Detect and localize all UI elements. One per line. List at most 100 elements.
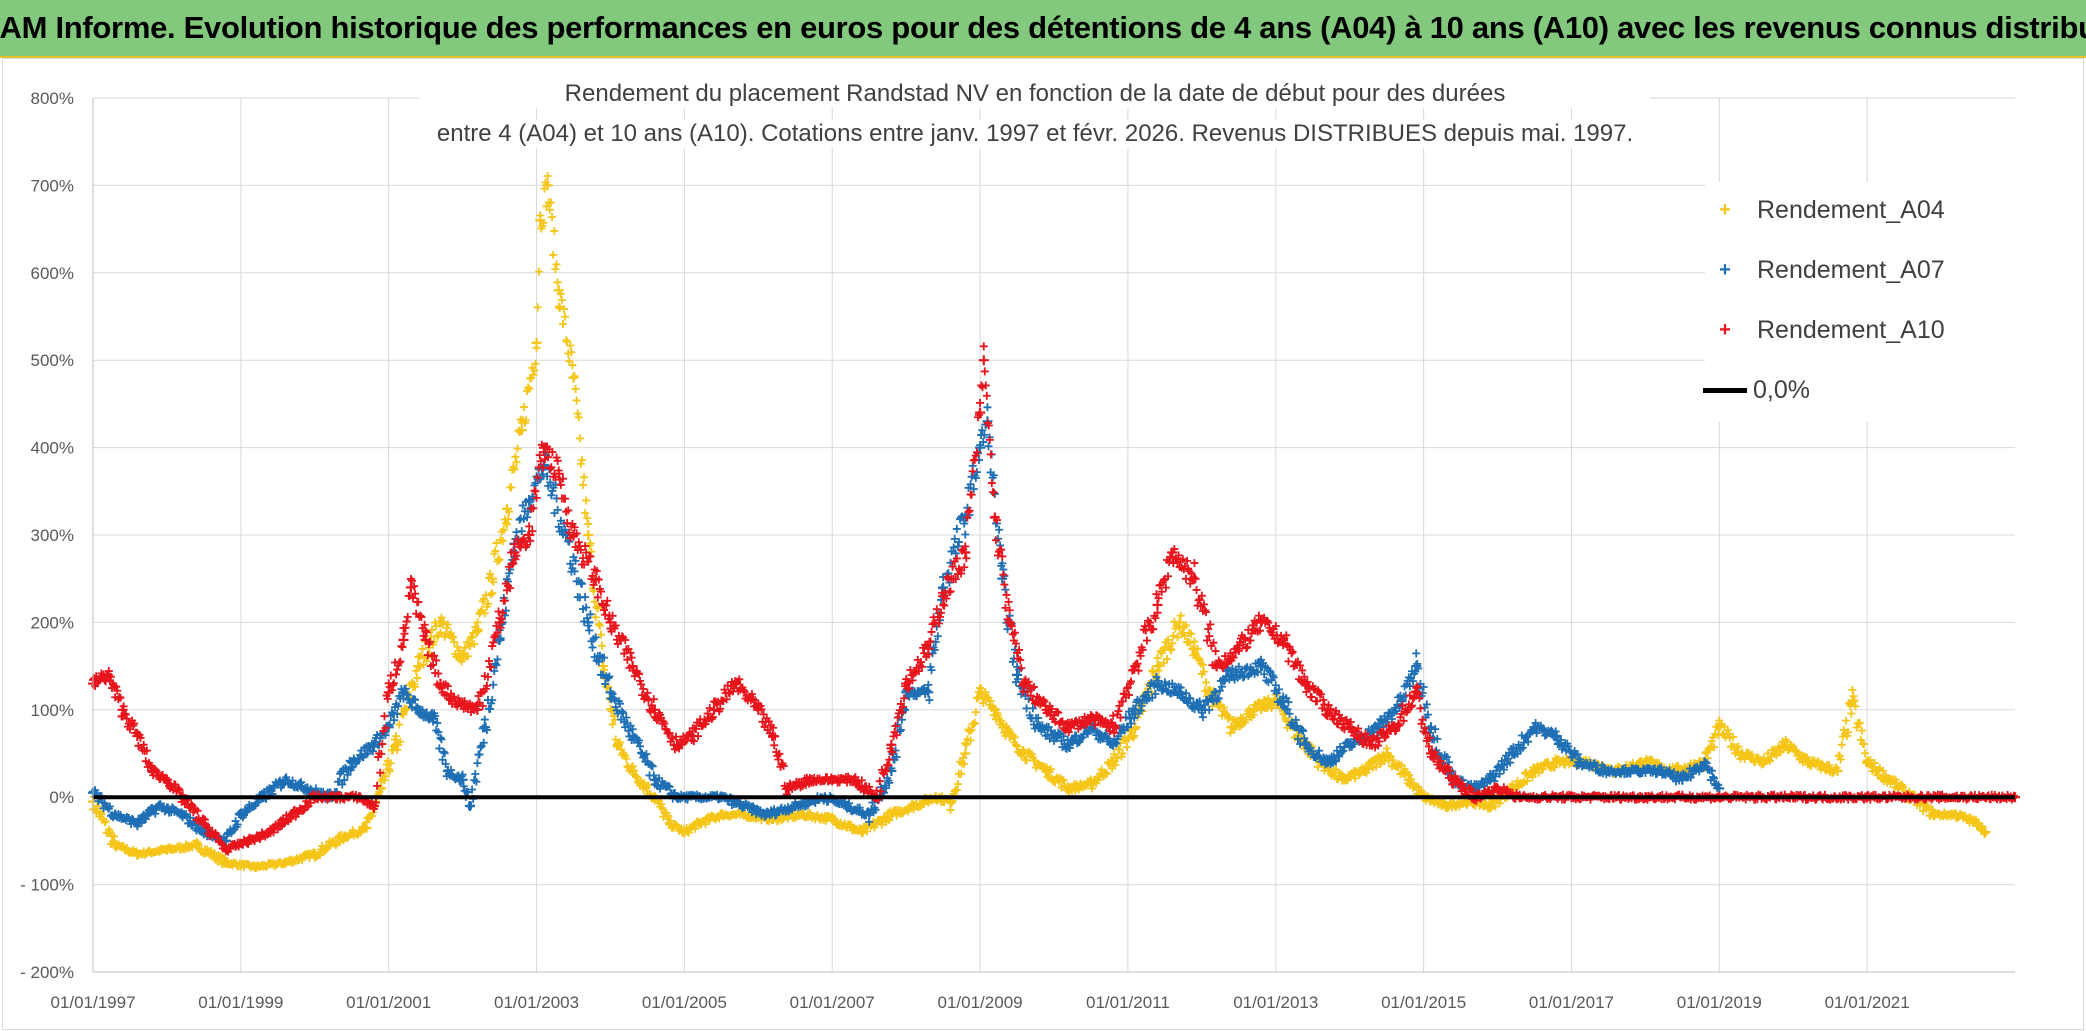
data-point-interp <box>443 620 452 629</box>
data-point-interp <box>927 627 936 636</box>
data-point-interp <box>392 732 401 741</box>
data-point-interp <box>982 391 991 400</box>
data-point-interp <box>556 289 565 298</box>
data-point-interp <box>980 367 989 376</box>
data-point-interp <box>967 726 976 735</box>
data-point-interp <box>396 737 405 746</box>
chart-frame <box>2 58 2084 1030</box>
data-point-interp <box>566 341 575 350</box>
data-point-interp <box>422 657 431 666</box>
data-point-interp <box>961 530 970 539</box>
data-point-interp <box>664 812 673 821</box>
data-point-interp <box>989 488 998 497</box>
data-point-interp <box>489 577 498 586</box>
data-point-interp <box>983 403 992 412</box>
data-point-interp <box>455 646 464 655</box>
data-point-interp <box>473 759 482 768</box>
data-point-interp <box>600 665 609 674</box>
data-point-interp <box>541 178 550 187</box>
data-point-interp <box>545 205 554 214</box>
data-point-interp <box>575 434 584 443</box>
data-point-interp <box>406 574 415 583</box>
data-point-interp <box>437 735 446 744</box>
data-point-interp <box>973 693 982 702</box>
data-point-interp <box>519 403 528 412</box>
data-point-interp <box>491 547 500 556</box>
data-point-interp <box>1109 711 1118 720</box>
report-banner: ADAM Informe. Evolution historique des p… <box>0 0 2086 58</box>
data-point-interp <box>1307 693 1316 702</box>
data-point-interp <box>413 673 422 682</box>
data-point-interp <box>357 827 366 836</box>
data-point-interp <box>403 613 412 622</box>
data-point-interp <box>598 641 607 650</box>
data-point-interp <box>463 652 472 661</box>
data-point-interp <box>1848 685 1857 694</box>
banner-title: ADAM Informe. Evolution historique des p… <box>0 10 2086 45</box>
data-point-interp <box>486 705 495 714</box>
data-point-interp <box>986 450 995 459</box>
data-point-interp <box>473 618 482 627</box>
data-point-interp <box>535 267 544 276</box>
data-point-interp <box>590 597 599 606</box>
data-point-interp <box>1284 657 1293 666</box>
data-point-interp <box>548 212 557 221</box>
series-Rendement_A07 <box>88 403 1725 846</box>
data-point-interp <box>552 260 561 269</box>
data-point-interp <box>690 824 699 833</box>
data-point-interp <box>437 613 446 622</box>
data-point-interp <box>959 753 968 762</box>
data-point-interp <box>657 800 666 809</box>
data-point-interp <box>572 396 581 405</box>
data-point-interp <box>694 732 703 741</box>
data-point-interp <box>515 427 524 436</box>
data-point-interp <box>298 855 307 864</box>
data-point <box>975 407 986 418</box>
data-point-interp <box>543 172 552 181</box>
data-point-interp <box>969 720 978 729</box>
data-point-interp <box>1192 585 1201 594</box>
data-point-interp <box>846 821 855 830</box>
data-point-interp <box>501 519 510 528</box>
data-point-interp <box>474 625 483 634</box>
data-point-interp <box>110 832 119 841</box>
data-point-interp <box>507 483 516 492</box>
data-point-interp <box>632 773 641 782</box>
data-point-interp <box>550 227 559 236</box>
data-point-interp <box>577 456 586 465</box>
data-point-interp <box>1176 611 1185 620</box>
data-point-interp <box>569 373 578 382</box>
data-point-interp <box>514 426 523 435</box>
data-point-interp <box>502 520 511 529</box>
data-point-interp <box>531 359 540 368</box>
data-point <box>583 530 594 540</box>
data-point-interp <box>1182 574 1191 583</box>
data-point-interp <box>596 630 605 639</box>
data-point-interp <box>684 828 693 837</box>
chart-series <box>88 172 2020 873</box>
data-point-interp <box>966 736 975 745</box>
data-point-interp <box>512 458 521 467</box>
data-point-interp <box>498 537 507 546</box>
data-point-interp <box>532 343 541 352</box>
data-point-interp <box>1122 743 1131 752</box>
data-point-interp <box>1190 559 1199 568</box>
data-point-interp <box>485 573 494 582</box>
data-point-interp <box>194 840 203 849</box>
data-point-interp <box>460 643 469 652</box>
data-point-interp <box>427 625 436 634</box>
data-point-interp <box>1837 740 1846 749</box>
data-point-interp <box>521 416 530 425</box>
data-point-interp <box>480 715 489 724</box>
data-point-interp <box>615 738 624 747</box>
data-point-interp <box>495 555 504 564</box>
data-point-interp <box>551 265 560 274</box>
data-point-interp <box>557 296 566 305</box>
data-point-interp <box>470 640 479 649</box>
data-point-interp <box>999 570 1008 579</box>
data-point-interp <box>499 525 508 534</box>
data-point-interp <box>952 524 961 533</box>
data-point-interp <box>885 816 894 825</box>
data-point-interp <box>510 465 519 474</box>
data-point-interp <box>530 366 539 375</box>
